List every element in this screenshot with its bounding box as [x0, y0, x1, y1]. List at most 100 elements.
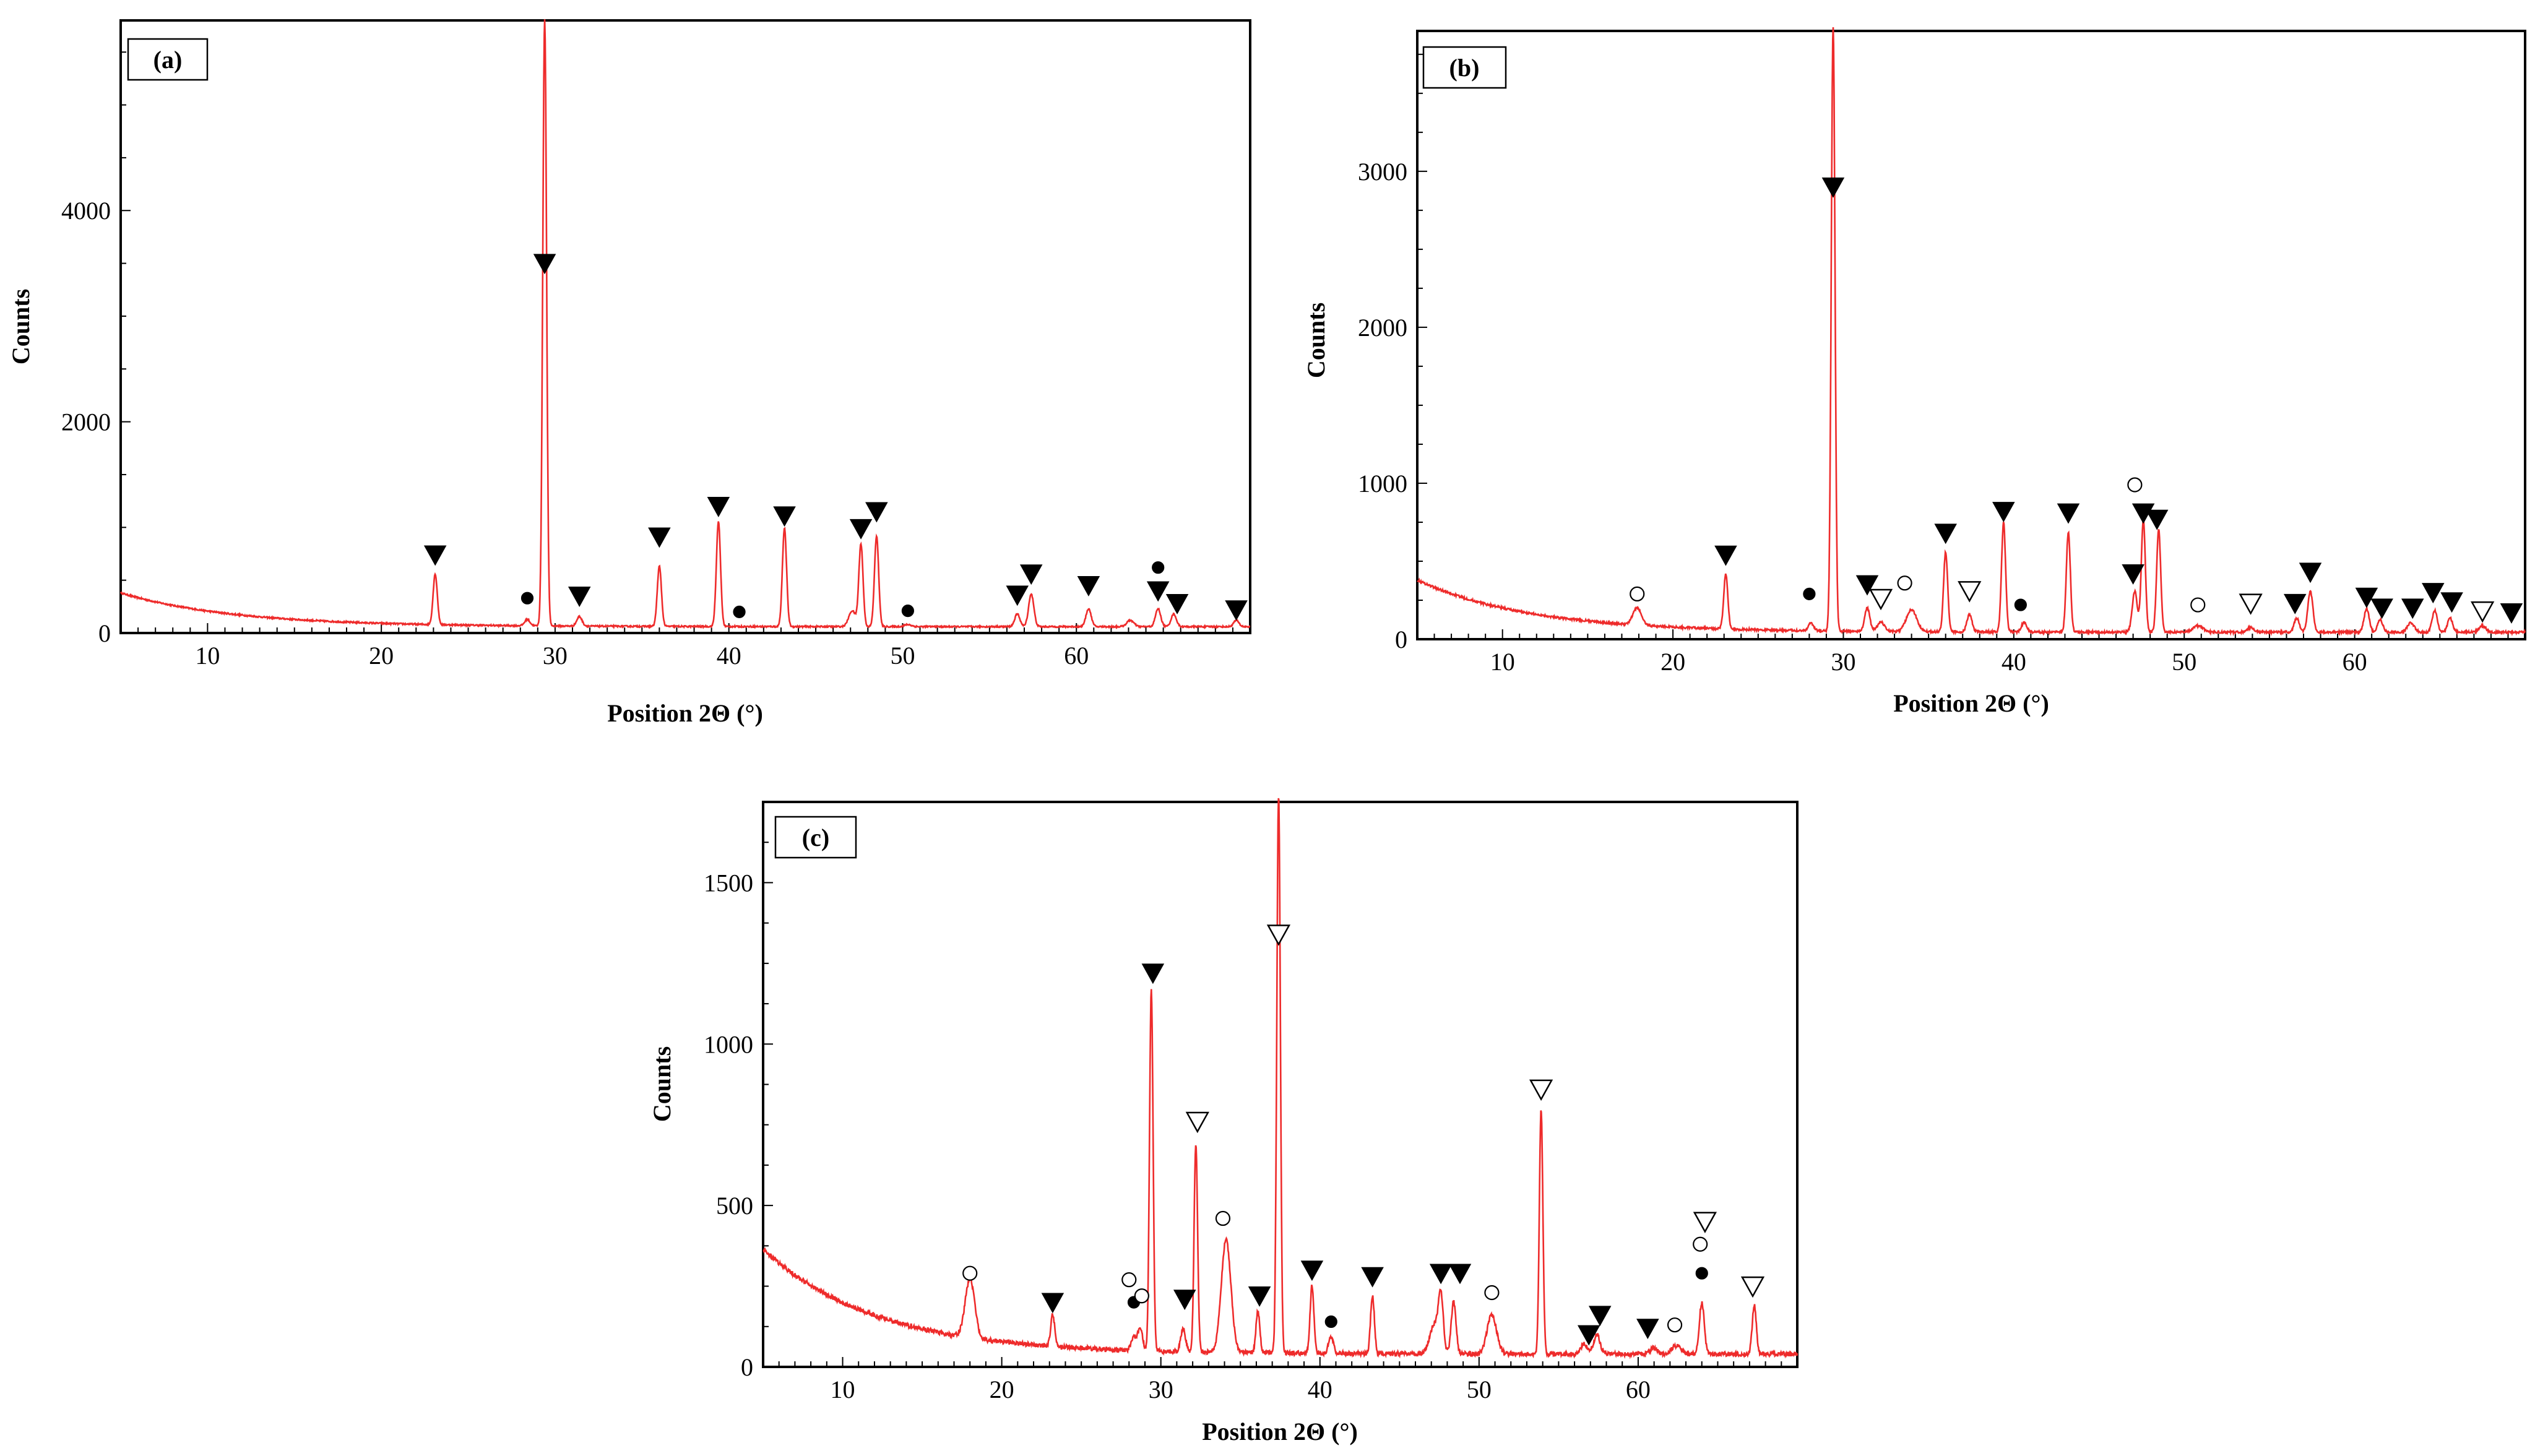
panel-a-chart: 10 20 30 40 50 60 0 2000 4000 (a) Position 2Θ (°…: [7, 19, 1251, 727]
marker-filled-triangle: [1248, 1286, 1271, 1307]
marker-filled-triangle: [2401, 598, 2424, 619]
panel-a-label: (a): [153, 46, 183, 74]
marker-filled-triangle: [1019, 564, 1043, 585]
panel-c-label-box: [774, 816, 857, 859]
x-tick-label: 60: [1064, 642, 1089, 670]
y-tick-label: 1000: [1358, 470, 1407, 498]
marker-filled-triangle: [1821, 177, 1845, 198]
panel-a-label-box: [127, 38, 209, 81]
y-tick-label: 2000: [61, 408, 111, 436]
x-tick-label: 10: [195, 642, 220, 670]
panel-b-chart: 10 20 30 40 50 60 0 1000 2000 3000 (b) Position 2…: [1302, 27, 2526, 717]
marker-filled-circle: [901, 605, 914, 618]
marker-open-circle: [1693, 1236, 1708, 1252]
marker-filled-triangle: [1300, 1260, 1324, 1282]
marker-filled-triangle: [1992, 502, 2015, 523]
marker-filled-triangle: [1588, 1306, 1612, 1327]
panel-a-phase-markers: [423, 254, 1248, 621]
panel-c-chart: 10 20 30 40 50 60 0 500 1000 1500 (c) Position 2Θ…: [648, 798, 1799, 1445]
marker-open-circle: [1215, 1210, 1231, 1226]
x-tick-label: 30: [543, 642, 568, 670]
marker-open-circle: [2127, 477, 2143, 493]
marker-open-triangle: [1266, 924, 1291, 946]
y-tick-label: 500: [716, 1192, 753, 1220]
x-tick-label: 40: [2002, 648, 2026, 676]
x-tick-label: 40: [717, 642, 741, 670]
marker-filled-triangle: [773, 506, 796, 527]
panel-b-ticks: 10 20 30 40 50 60 0 1000 2000 3000: [1358, 53, 2526, 676]
marker-open-circle: [962, 1265, 978, 1281]
x-tick-label: 10: [831, 1376, 855, 1403]
marker-filled-triangle: [865, 502, 888, 523]
y-tick-label: 0: [1395, 626, 1407, 653]
marker-filled-triangle: [2422, 583, 2445, 604]
marker-filled-triangle: [1006, 585, 1029, 606]
y-tick-label: 1500: [704, 869, 753, 897]
panel-c-y-axis-title: Counts: [648, 1046, 676, 1122]
panel-a-x-axis-title: Position 2Θ (°): [607, 699, 763, 727]
marker-open-triangle: [1740, 1276, 1765, 1298]
panel-c-x-axis-title: Position 2Θ (°): [1202, 1418, 1358, 1445]
marker-filled-triangle: [1141, 963, 1165, 984]
marker-open-circle: [1121, 1272, 1137, 1288]
marker-filled-triangle: [648, 527, 671, 548]
marker-open-circle: [1667, 1317, 1683, 1333]
x-tick-label: 20: [369, 642, 394, 670]
marker-open-circle: [1897, 575, 1912, 591]
x-tick-label: 40: [1308, 1376, 1332, 1403]
marker-filled-circle: [1324, 1315, 1337, 1329]
marker-filled-triangle: [849, 519, 873, 540]
marker-filled-triangle: [2355, 587, 2378, 608]
marker-filled-circle: [1695, 1267, 1708, 1280]
panel-c-label: (c): [802, 824, 829, 851]
y-tick-label: 2000: [1358, 314, 1407, 342]
x-tick-label: 50: [1467, 1376, 1492, 1403]
marker-filled-triangle: [1225, 600, 1248, 621]
panel-b-label: (b): [1449, 54, 1480, 82]
panel-c-xrd-trace: [762, 798, 1799, 1359]
marker-filled-triangle: [1173, 1290, 1196, 1311]
panel-b-label-box: [1422, 46, 1507, 89]
marker-filled-circle: [1803, 587, 1816, 601]
y-tick-label: 0: [98, 619, 111, 647]
marker-filled-triangle: [1146, 581, 1170, 602]
x-tick-label: 20: [1660, 648, 1685, 676]
marker-filled-triangle: [1448, 1264, 1472, 1285]
x-tick-label: 30: [1831, 648, 1855, 676]
marker-filled-triangle: [1041, 1293, 1065, 1314]
x-tick-label: 50: [2172, 648, 2196, 676]
marker-filled-triangle: [568, 587, 591, 607]
x-tick-label: 50: [890, 642, 915, 670]
marker-filled-circle: [1152, 561, 1165, 574]
x-tick-label: 30: [1149, 1376, 1173, 1403]
marker-open-circle: [1134, 1288, 1149, 1304]
marker-open-triangle: [1693, 1212, 1717, 1233]
panel-c-ticks: 10 20 30 40 50 60 0 500 1000 1500: [704, 801, 1798, 1403]
marker-filled-circle: [733, 605, 746, 618]
panel-b-phase-markers: [1630, 177, 2523, 624]
marker-open-circle: [1630, 586, 1645, 602]
marker-open-triangle: [1868, 588, 1893, 611]
marker-filled-triangle: [2500, 603, 2523, 624]
marker-open-triangle: [2239, 593, 2263, 615]
y-tick-label: 4000: [61, 197, 111, 225]
marker-filled-triangle: [533, 254, 556, 275]
marker-filled-triangle: [1077, 575, 1100, 597]
marker-filled-triangle: [2145, 509, 2169, 530]
marker-filled-triangle: [1934, 523, 1957, 545]
panel-b-y-axis-title: Counts: [1302, 303, 1330, 378]
x-tick-label: 20: [990, 1376, 1014, 1403]
marker-filled-triangle: [2299, 562, 2322, 584]
marker-open-circle: [2190, 597, 2206, 613]
y-tick-label: 1000: [704, 1030, 753, 1058]
marker-filled-triangle: [707, 496, 730, 517]
marker-filled-triangle: [2057, 503, 2080, 524]
marker-open-triangle: [1958, 581, 1982, 603]
panel-c-phase-markers: [962, 924, 1765, 1346]
panel-b-plot-frame: [1416, 30, 2526, 640]
marker-open-triangle: [1185, 1111, 1209, 1134]
panel-a-plot-frame: [119, 19, 1251, 634]
panel-b-xrd-trace: [1417, 27, 2526, 637]
marker-open-triangle: [2471, 601, 2495, 623]
